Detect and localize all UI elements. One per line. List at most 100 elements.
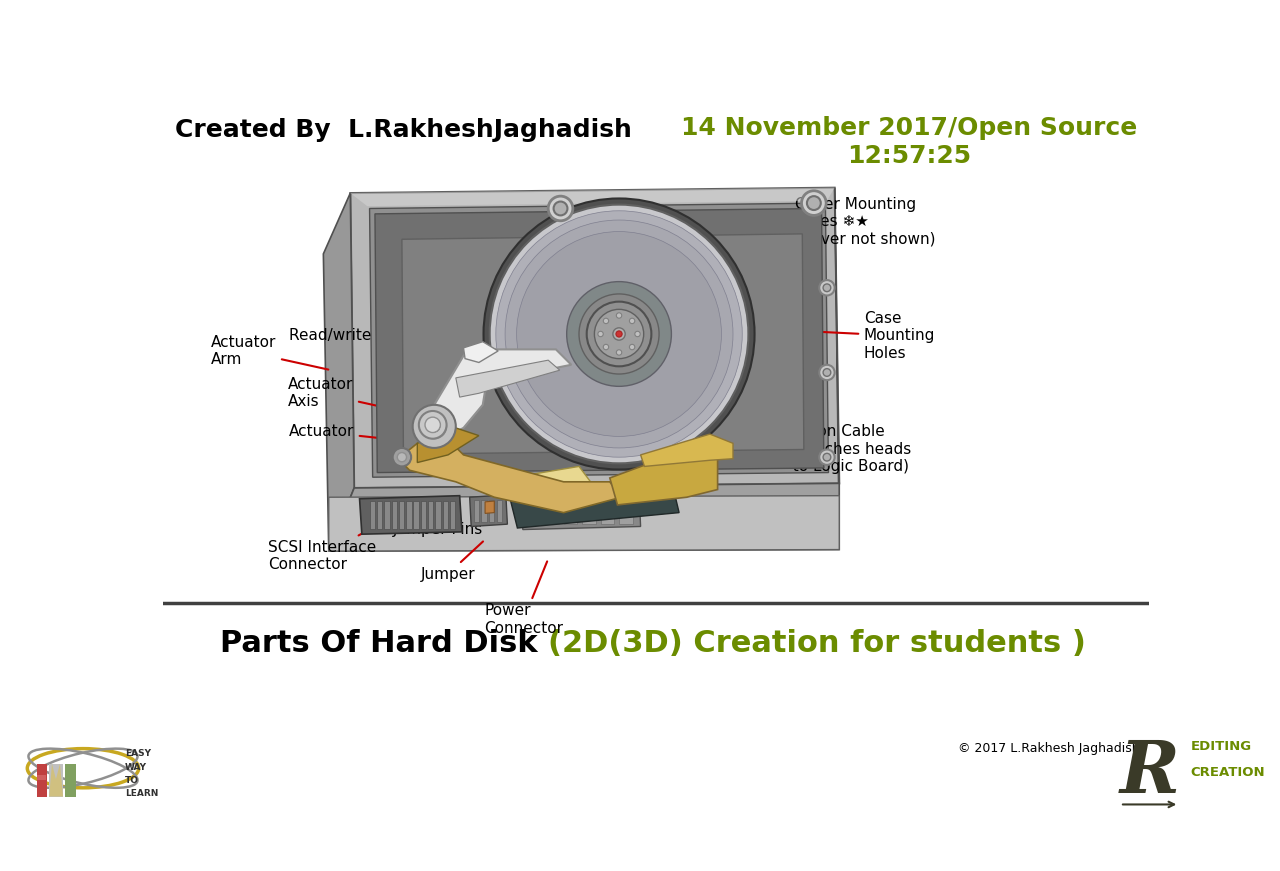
Text: EASY: EASY — [124, 749, 151, 758]
Polygon shape — [370, 501, 375, 529]
Polygon shape — [351, 187, 840, 488]
Polygon shape — [545, 497, 559, 524]
Polygon shape — [481, 500, 486, 522]
Polygon shape — [329, 496, 840, 551]
Circle shape — [617, 350, 622, 355]
Polygon shape — [402, 234, 804, 454]
Text: Ribbon Cable
( attaches heads
  to Logic Board): Ribbon Cable ( attaches heads to Logic B… — [705, 424, 911, 474]
Polygon shape — [600, 497, 614, 524]
Polygon shape — [474, 500, 479, 522]
Text: Parts Of Hard Disk: Parts Of Hard Disk — [220, 629, 548, 658]
Polygon shape — [451, 501, 456, 529]
Polygon shape — [392, 501, 397, 529]
Text: Case
Mounting
Holes: Case Mounting Holes — [819, 311, 936, 361]
Text: TO: TO — [124, 776, 138, 785]
Polygon shape — [351, 187, 835, 206]
Polygon shape — [443, 501, 448, 529]
Polygon shape — [428, 501, 434, 529]
Circle shape — [630, 344, 635, 350]
Polygon shape — [324, 193, 355, 551]
Circle shape — [429, 421, 439, 432]
Text: Jumper: Jumper — [420, 542, 483, 582]
Text: Actuator
Axis: Actuator Axis — [288, 377, 422, 415]
Circle shape — [616, 331, 622, 337]
Bar — [49, 764, 63, 796]
Circle shape — [819, 280, 835, 295]
Text: R: R — [1120, 737, 1180, 807]
Text: CREATION: CREATION — [1190, 766, 1265, 779]
Circle shape — [586, 301, 652, 367]
Circle shape — [635, 331, 640, 337]
Circle shape — [419, 411, 447, 439]
Polygon shape — [376, 501, 383, 529]
Bar — [37, 764, 47, 796]
Polygon shape — [360, 496, 462, 534]
Polygon shape — [398, 440, 621, 513]
Circle shape — [823, 453, 831, 461]
Circle shape — [397, 453, 407, 462]
Polygon shape — [417, 428, 479, 463]
Polygon shape — [399, 501, 404, 529]
Text: Platters: Platters — [380, 273, 530, 304]
Polygon shape — [329, 483, 840, 551]
Text: Cover Mounting
Holes ❄★
(Cover not shown): Cover Mounting Holes ❄★ (Cover not shown… — [751, 197, 936, 246]
Circle shape — [425, 417, 440, 433]
Text: Actuator: Actuator — [289, 424, 390, 439]
Polygon shape — [435, 501, 440, 529]
Text: 14 November 2017/Open Source
12:57:25: 14 November 2017/Open Source 12:57:25 — [681, 116, 1137, 168]
Circle shape — [806, 196, 820, 210]
Circle shape — [553, 201, 567, 215]
Circle shape — [801, 191, 826, 215]
Circle shape — [495, 211, 742, 457]
Text: SCSI Interface
Connector: SCSI Interface Connector — [268, 525, 376, 572]
Polygon shape — [489, 500, 494, 522]
Circle shape — [603, 344, 609, 350]
Text: (2D(3D) Creation for students ): (2D(3D) Creation for students ) — [548, 629, 1085, 658]
Circle shape — [603, 318, 609, 324]
Circle shape — [548, 196, 573, 220]
Text: © 2017 L.Rakhesh Jaghadish: © 2017 L.Rakhesh Jaghadish — [957, 742, 1139, 755]
Circle shape — [490, 205, 749, 463]
Polygon shape — [470, 495, 507, 526]
Text: Read/write Head: Read/write Head — [289, 328, 492, 366]
Polygon shape — [375, 208, 824, 473]
Circle shape — [630, 318, 635, 324]
Polygon shape — [486, 466, 590, 499]
Text: EDITING: EDITING — [1190, 740, 1252, 753]
Circle shape — [594, 309, 644, 359]
Circle shape — [506, 220, 733, 448]
Polygon shape — [521, 491, 640, 530]
Polygon shape — [582, 497, 596, 524]
Text: LEARN: LEARN — [124, 789, 159, 798]
Polygon shape — [835, 187, 840, 550]
Circle shape — [819, 365, 835, 380]
Polygon shape — [563, 497, 577, 524]
Circle shape — [823, 368, 831, 376]
Circle shape — [598, 331, 603, 337]
Circle shape — [823, 284, 831, 292]
Polygon shape — [485, 501, 494, 513]
Text: WAY: WAY — [124, 763, 147, 772]
Circle shape — [819, 449, 835, 465]
Text: Actuator
Arm: Actuator Arm — [211, 334, 329, 369]
Circle shape — [517, 232, 722, 436]
Polygon shape — [456, 361, 559, 397]
Text: Power
Connector: Power Connector — [484, 562, 563, 636]
Circle shape — [613, 327, 625, 341]
Circle shape — [412, 405, 456, 448]
Polygon shape — [429, 349, 571, 447]
Polygon shape — [526, 497, 540, 524]
Polygon shape — [509, 480, 680, 528]
Text: Created By  L.RakheshJaghadish: Created By L.RakheshJaghadish — [175, 118, 631, 142]
Bar — [37, 775, 46, 780]
Text: Spindle: Spindle — [404, 240, 561, 282]
Circle shape — [567, 281, 672, 387]
Polygon shape — [370, 203, 828, 477]
Polygon shape — [620, 497, 632, 524]
Circle shape — [484, 199, 755, 469]
Text: Jumper Pins: Jumper Pins — [393, 516, 483, 537]
Bar — [65, 764, 77, 796]
Circle shape — [617, 313, 622, 318]
Polygon shape — [463, 341, 498, 362]
Polygon shape — [609, 449, 718, 505]
